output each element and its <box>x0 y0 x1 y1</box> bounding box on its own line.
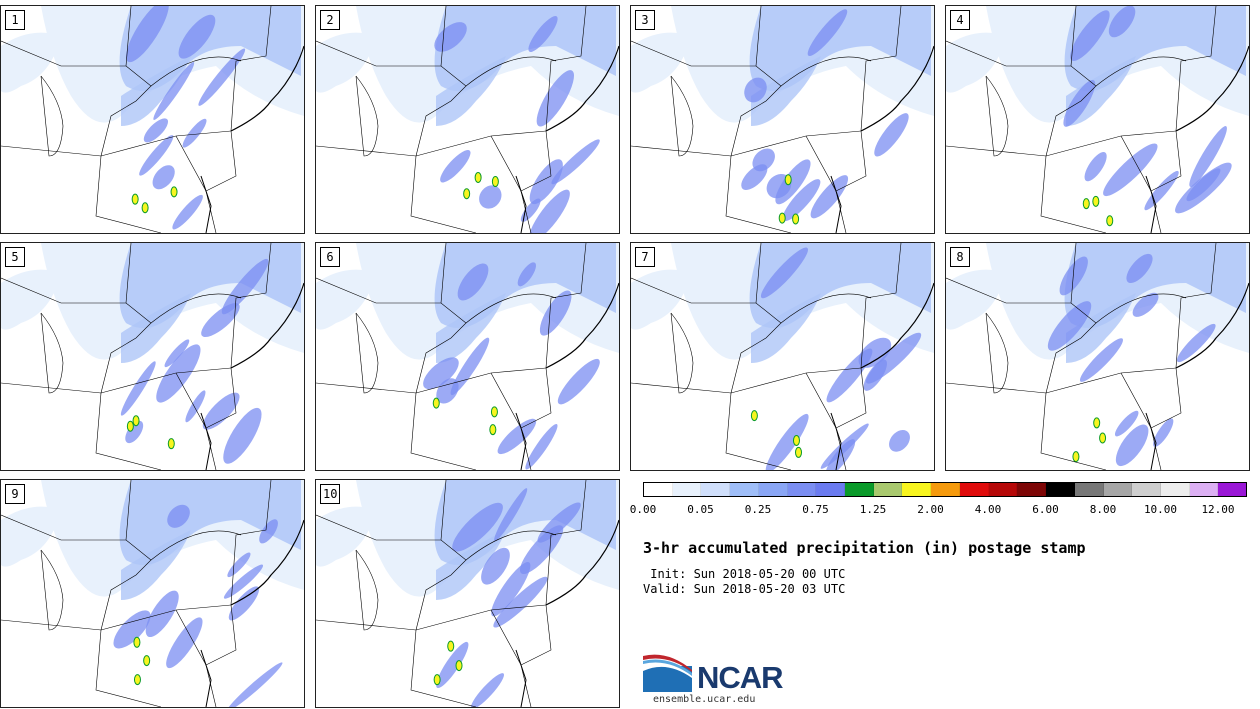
precip-map <box>946 243 1249 470</box>
member-number: 2 <box>320 10 340 30</box>
colorbar-swatch <box>1103 483 1133 496</box>
precip-map <box>316 243 619 470</box>
precip-colorbar <box>643 482 1247 497</box>
precip-map <box>946 6 1249 233</box>
member-number: 4 <box>950 10 970 30</box>
colorbar-tick: 4.00 <box>974 503 1002 516</box>
precip-map <box>1 480 304 707</box>
member-panel-10: 10 <box>315 479 620 708</box>
colorbar-swatch <box>816 483 846 496</box>
member-number: 1 <box>5 10 25 30</box>
colorbar-tick: 0.05 <box>687 503 714 516</box>
member-number: 3 <box>635 10 655 30</box>
colorbar-swatch <box>758 483 788 496</box>
member-number: 5 <box>5 247 25 267</box>
logo-wordmark: NCAR <box>697 660 784 695</box>
precip-map <box>631 6 934 233</box>
colorbar-swatch <box>845 483 874 496</box>
valid-time: Valid: Sun 2018-05-20 03 UTC <box>643 582 846 596</box>
colorbar-swatch <box>787 483 817 496</box>
member-number: 9 <box>5 484 25 504</box>
member-panel-1: 1 <box>0 5 305 234</box>
member-panel-6: 6 <box>315 242 620 471</box>
colorbar-swatch <box>1218 483 1247 496</box>
colorbar-swatch <box>1160 483 1190 496</box>
member-panel-7: 7 <box>630 242 935 471</box>
colorbar-swatch <box>959 483 989 496</box>
colorbar-tick: 0.00 <box>629 503 657 516</box>
ncar-logo-icon <box>643 654 692 692</box>
colorbar-tick: 0.25 <box>744 503 772 516</box>
precip-map <box>1 243 304 470</box>
colorbar-swatch <box>644 483 673 496</box>
member-number: 8 <box>950 247 970 267</box>
colorbar-tick: 8.00 <box>1089 503 1117 516</box>
colorbar-swatch <box>1132 483 1161 496</box>
colorbar-swatch <box>1017 483 1047 496</box>
colorbar-swatch <box>1046 483 1075 496</box>
precip-map <box>316 6 619 233</box>
colorbar-swatch <box>931 483 960 496</box>
colorbar-tick: 2.00 <box>917 503 944 516</box>
product-title: 3-hr accumulated precipitation (in) post… <box>643 539 1086 557</box>
colorbar-swatch <box>988 483 1018 496</box>
colorbar-tick: 10.00 <box>1143 503 1178 516</box>
member-number: 6 <box>320 247 340 267</box>
colorbar-tick: 1.25 <box>859 503 887 516</box>
member-panel-4: 4 <box>945 5 1250 234</box>
precip-map <box>1 6 304 233</box>
colorbar-swatch <box>701 483 731 496</box>
colorbar-swatch <box>1074 483 1104 496</box>
colorbar-swatch <box>730 483 759 496</box>
member-panel-2: 2 <box>315 5 620 234</box>
member-panel-5: 5 <box>0 242 305 471</box>
member-panel-8: 8 <box>945 242 1250 471</box>
member-panel-9: 9 <box>0 479 305 708</box>
colorbar-tick: 12.00 <box>1201 503 1235 516</box>
colorbar-swatch <box>873 483 903 496</box>
member-number: 10 <box>320 484 341 504</box>
colorbar-tick: 6.00 <box>1032 503 1059 516</box>
site-url[interactable]: ensemble.ucar.edu <box>653 694 756 705</box>
precip-map <box>631 243 934 470</box>
init-time: Init: Sun 2018-05-20 00 UTC <box>643 567 846 581</box>
member-number: 7 <box>635 247 655 267</box>
colorbar-swatch <box>902 483 932 496</box>
colorbar-swatch <box>672 483 702 496</box>
colorbar-swatch <box>1189 483 1219 496</box>
member-panel-3: 3 <box>630 5 935 234</box>
precip-map <box>316 480 619 707</box>
colorbar-tick: 0.75 <box>802 503 829 516</box>
